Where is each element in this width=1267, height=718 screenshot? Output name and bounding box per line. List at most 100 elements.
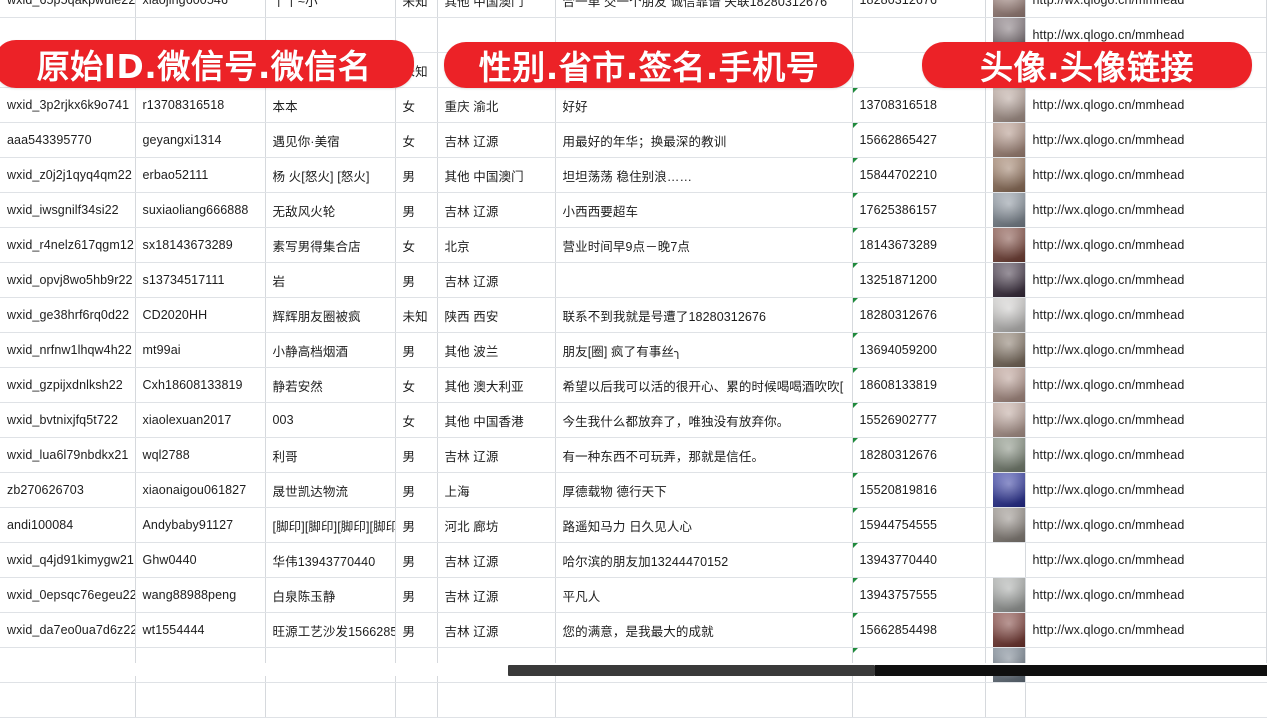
cell-origid[interactable]: wxid_q4jd91kimygw21 <box>0 542 136 578</box>
cell-avatar-url[interactable]: http://wx.qlogo.cn/mmhead <box>1025 0 1267 18</box>
cell-region[interactable]: 吉林 辽源 <box>437 437 556 473</box>
cell-avatar-url[interactable] <box>1025 682 1267 718</box>
cell-gender[interactable]: 女 <box>395 402 438 438</box>
table-row[interactable]: wxid_iwsgnilf34si22 suxiaoliang666888 无敌风火… <box>0 192 1267 228</box>
cell-signature[interactable]: 哈尔滨的朋友加13244470152 <box>555 542 853 578</box>
cell-signature[interactable]: 小西西要超车 <box>555 192 853 228</box>
cell-avatar-url[interactable]: http://wx.qlogo.cn/mmhead <box>1025 297 1267 333</box>
cell-gender[interactable]: 男 <box>395 577 438 613</box>
cell-avatar[interactable] <box>985 542 1026 578</box>
cell-avatar-url[interactable]: http://wx.qlogo.cn/mmhead <box>1025 332 1267 368</box>
cell-avatar-url[interactable]: http://wx.qlogo.cn/mmhead <box>1025 367 1267 403</box>
cell-origid[interactable]: wxid_gzpijxdnlksh22 <box>0 367 136 403</box>
cell-region[interactable]: 吉林 辽源 <box>437 122 556 158</box>
table-row[interactable]: wxid_q4jd91kimygw21 Ghw0440 华伟13943770440 男… <box>0 542 1267 578</box>
cell-region[interactable]: 吉林 辽源 <box>437 262 556 298</box>
cell-gender[interactable]: 男 <box>395 332 438 368</box>
cell-region[interactable]: 吉林 辽源 <box>437 192 556 228</box>
cell-avatar-url[interactable]: http://wx.qlogo.cn/mmhead <box>1025 542 1267 578</box>
cell-name[interactable]: 小静高档烟酒 <box>265 332 396 368</box>
cell-wxid[interactable]: erbao52111 <box>135 157 266 193</box>
cell-signature[interactable]: 联系不到我就是号遭了18280312676 <box>555 297 853 333</box>
cell-avatar-url[interactable]: http://wx.qlogo.cn/mmhead <box>1025 262 1267 298</box>
cell-avatar-url[interactable]: http://wx.qlogo.cn/mmhead <box>1025 87 1267 123</box>
cell-phone[interactable]: 13251871200 <box>852 262 986 298</box>
cell-wxid[interactable]: CD2020HH <box>135 297 266 333</box>
cell-phone[interactable]: 18280312676 <box>852 0 986 18</box>
cell-signature[interactable]: 您的满意，是我最大的成就 <box>555 612 853 648</box>
cell-avatar-url[interactable]: http://wx.qlogo.cn/mmhead <box>1025 122 1267 158</box>
cell-signature[interactable]: 坦坦荡荡 稳住别浪…… <box>555 157 853 193</box>
cell-avatar[interactable] <box>985 297 1026 333</box>
cell-gender[interactable]: 男 <box>395 542 438 578</box>
cell-phone[interactable]: 18608133819 <box>852 367 986 403</box>
cell-region[interactable]: 其他 中国澳门 <box>437 0 556 18</box>
cell-region[interactable]: 河北 廊坊 <box>437 507 556 543</box>
cell-name[interactable]: 丫丫~小 <box>265 0 396 18</box>
cell-name[interactable]: 杨 火[怒火] [怒火] <box>265 157 396 193</box>
cell-signature[interactable] <box>555 682 853 718</box>
cell-region[interactable]: 上海 <box>437 472 556 508</box>
cell-wxid[interactable]: geyangxi1314 <box>135 122 266 158</box>
table-row[interactable] <box>0 682 1267 718</box>
cell-name[interactable]: [脚印][脚印][脚印][脚印 <box>265 507 396 543</box>
cell-region[interactable]: 其他 波兰 <box>437 332 556 368</box>
cell-wxid[interactable]: Andybaby91127 <box>135 507 266 543</box>
cell-wxid[interactable]: s13734517111 <box>135 262 266 298</box>
table-row[interactable]: wxid_0epsqc76egeu22 wang88988peng 白泉陈玉静男吉林… <box>0 577 1267 613</box>
cell-name[interactable]: 晟世凯达物流 <box>265 472 396 508</box>
table-row[interactable]: wxid_gzpijxdnlksh22 Cxh18608133819 静若安然女其他… <box>0 367 1267 403</box>
cell-avatar[interactable] <box>985 122 1026 158</box>
cell-avatar-url[interactable]: http://wx.qlogo.cn/mmhead <box>1025 437 1267 473</box>
cell-wxid[interactable]: wt1554444 <box>135 612 266 648</box>
table-row[interactable]: wxid_65p5qakpwuie22 xiaojing600546 丫丫~小 未知其… <box>0 0 1267 18</box>
cell-wxid[interactable]: xiaonaigou061827 <box>135 472 266 508</box>
cell-origid[interactable]: wxid_da7eo0ua7d6z22 <box>0 612 136 648</box>
cell-phone[interactable]: 15520819816 <box>852 472 986 508</box>
cell-gender[interactable]: 男 <box>395 262 438 298</box>
cell-phone[interactable]: 15944754555 <box>852 507 986 543</box>
cell-phone[interactable]: 18280312676 <box>852 297 986 333</box>
scrollbar-right-region[interactable] <box>875 665 1267 676</box>
cell-region[interactable]: 重庆 渝北 <box>437 87 556 123</box>
cell-wxid[interactable]: wql2788 <box>135 437 266 473</box>
cell-region[interactable]: 吉林 辽源 <box>437 542 556 578</box>
cell-name[interactable]: 本本 <box>265 87 396 123</box>
cell-name[interactable]: 岩 <box>265 262 396 298</box>
cell-origid[interactable]: wxid_opvj8wo5hb9r22 <box>0 262 136 298</box>
cell-avatar-url[interactable]: http://wx.qlogo.cn/mmhead <box>1025 157 1267 193</box>
table-row[interactable]: wxid_nrfnw1lhqw4h22 mt99ai 小静高档烟酒男其他 波兰 朋友[… <box>0 332 1267 368</box>
cell-avatar[interactable] <box>985 577 1026 613</box>
cell-name[interactable]: 遇见你·美宿 <box>265 122 396 158</box>
cell-gender[interactable]: 女 <box>395 367 438 403</box>
cell-region[interactable]: 其他 中国澳门 <box>437 157 556 193</box>
table-row[interactable]: aaa543395770 geyangxi1314 遇见你·美宿女吉林 辽源 用最好的… <box>0 122 1267 158</box>
cell-avatar-url[interactable]: http://wx.qlogo.cn/mmhead <box>1025 402 1267 438</box>
table-row[interactable]: wxid_bvtnixjfq5t722 xiaolexuan2017 003 女其他 … <box>0 402 1267 438</box>
table-row[interactable]: wxid_da7eo0ua7d6z22 wt1554444 旺源工艺沙发156628… <box>0 612 1267 648</box>
cell-name[interactable]: 白泉陈玉静 <box>265 577 396 613</box>
scrollbar-thumb[interactable] <box>508 665 875 676</box>
table-row[interactable]: wxid_3p2rjkx6k9o741 r13708316518 本本女重庆 渝北好… <box>0 87 1267 123</box>
cell-phone[interactable]: 13943770440 <box>852 542 986 578</box>
cell-avatar[interactable] <box>985 437 1026 473</box>
cell-avatar-url[interactable]: http://wx.qlogo.cn/mmhead <box>1025 227 1267 263</box>
cell-origid[interactable]: andi100084 <box>0 507 136 543</box>
cell-gender[interactable]: 男 <box>395 472 438 508</box>
cell-origid[interactable]: wxid_iwsgnilf34si22 <box>0 192 136 228</box>
cell-signature[interactable] <box>555 262 853 298</box>
cell-gender[interactable]: 女 <box>395 122 438 158</box>
cell-avatar[interactable] <box>985 507 1026 543</box>
table-row[interactable]: wxid_lua6l79nbdkx21 wql2788 利哥男吉林 辽源 有一种东西不… <box>0 437 1267 473</box>
cell-region[interactable] <box>437 682 556 718</box>
cell-name[interactable]: 辉辉朋友圈被疯 <box>265 297 396 333</box>
cell-origid[interactable]: wxid_r4nelz617qgm12 <box>0 227 136 263</box>
cell-origid[interactable] <box>0 682 136 718</box>
cell-avatar-url[interactable]: http://wx.qlogo.cn/mmhead <box>1025 472 1267 508</box>
cell-avatar[interactable] <box>985 402 1026 438</box>
cell-signature[interactable]: 用最好的年华；换最深的教训 <box>555 122 853 158</box>
cell-gender[interactable]: 未知 <box>395 0 438 18</box>
table-row[interactable]: wxid_z0j2j1qyq4qm22 erbao52111 杨 火[怒火] [怒火… <box>0 157 1267 193</box>
